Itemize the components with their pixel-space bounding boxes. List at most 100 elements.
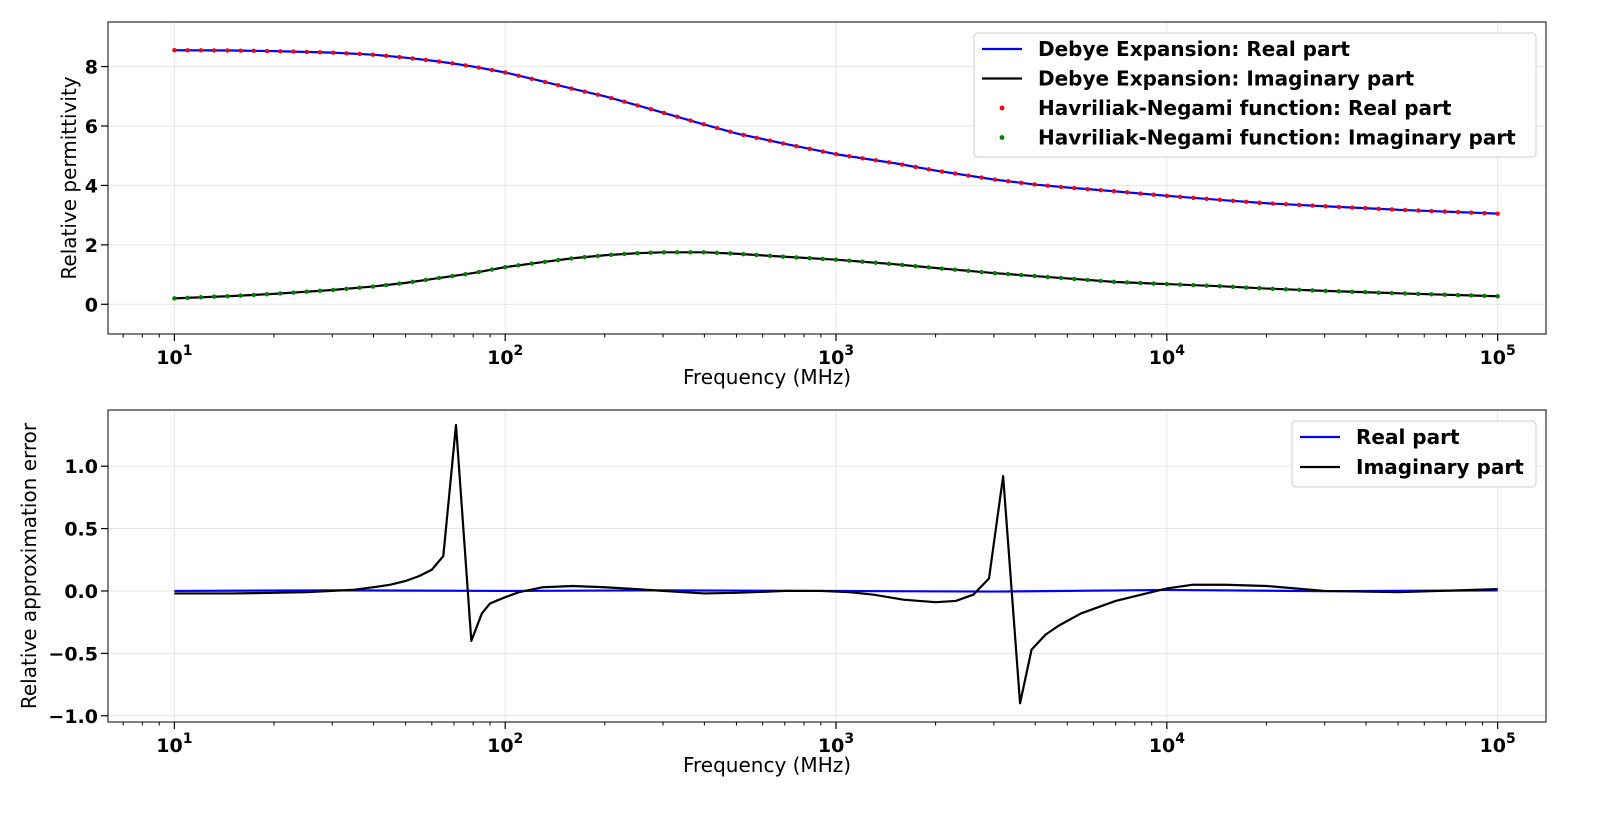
series-point-2: [251, 48, 256, 54]
series-point-2: [820, 149, 825, 154]
series-point-2: [185, 48, 190, 53]
legend-label: Havriliak-Negami function: Imaginary par…: [1038, 126, 1516, 150]
legend-label: Debye Expansion: Imaginary part: [1038, 67, 1415, 91]
series-point-2: [1072, 185, 1077, 191]
series-point-2: [1244, 199, 1249, 205]
series-point-2: [476, 65, 481, 70]
y-tick-label: 8: [85, 57, 98, 79]
y-tick-label: 2: [85, 235, 98, 257]
x-tick-label: 103: [818, 731, 854, 757]
series-point-3: [1045, 274, 1050, 280]
series-point-3: [1098, 278, 1103, 284]
series-point-2: [873, 158, 878, 163]
series-point-2: [357, 51, 362, 57]
legend-box: [973, 32, 1537, 158]
series-point-3: [701, 250, 706, 255]
series-point-2: [661, 110, 667, 116]
series-point-3: [979, 269, 984, 275]
plot-frame: [107, 409, 1547, 723]
x-axis-title: Frequency (MHz): [683, 365, 851, 389]
series-point-3: [1455, 292, 1461, 298]
series-point-2: [172, 48, 177, 53]
series-point-3: [436, 275, 442, 281]
series-point-2: [198, 48, 204, 53]
series-point-3: [251, 292, 256, 298]
series-point-2: [1429, 208, 1434, 214]
x-tick-label: 104: [1149, 731, 1185, 757]
legend-label: Real part: [1356, 425, 1460, 449]
series-point-2: [939, 169, 945, 174]
series-point-3: [1402, 291, 1408, 296]
series-point-2: [1296, 202, 1302, 208]
series-point-2: [370, 52, 376, 57]
series-point-3: [992, 270, 998, 276]
series-point-2: [1019, 180, 1024, 186]
series-point-3: [1204, 283, 1209, 288]
series-point-2: [1270, 201, 1275, 206]
series-point-3: [952, 267, 958, 272]
y-tick-label: 4: [85, 175, 98, 197]
series-point-2: [754, 135, 759, 140]
series-line-1: [174, 423, 1498, 705]
series-point-2: [397, 54, 402, 60]
series-point-3: [1138, 280, 1143, 286]
series-point-2: [317, 50, 323, 55]
series-point-2: [1349, 205, 1355, 210]
series-point-3: [899, 262, 905, 268]
series-point-3: [278, 291, 283, 296]
series-point-2: [291, 49, 296, 54]
series-point-2: [780, 141, 786, 146]
series-point-2: [582, 89, 587, 94]
series-point-3: [1323, 288, 1328, 294]
series-point-3: [1495, 294, 1500, 299]
series-point-2: [264, 48, 270, 54]
series-point-3: [608, 252, 614, 258]
series-point-3: [489, 267, 495, 272]
series-point-3: [1005, 271, 1011, 277]
series-point-3: [198, 295, 204, 300]
series-point-2: [1177, 194, 1183, 200]
series-point-3: [1363, 290, 1368, 295]
series-point-3: [1191, 282, 1196, 288]
series-point-3: [503, 264, 508, 270]
series-point-3: [1349, 289, 1355, 294]
series-point-2: [383, 53, 389, 59]
series-point-3: [542, 259, 548, 265]
series-point-3: [926, 265, 931, 270]
x-tick-label: 105: [1480, 731, 1516, 757]
legend-label: Havriliak-Negami function: Real part: [1038, 96, 1452, 120]
series-point-3: [622, 251, 627, 257]
series-point-2: [1124, 190, 1130, 195]
series-point-2: [569, 86, 574, 91]
series-point-3: [1270, 286, 1275, 291]
series-point-2: [635, 103, 640, 108]
series-point-3: [304, 289, 309, 294]
series-point-2: [794, 143, 799, 149]
series-point-3: [516, 263, 521, 268]
series-point-3: [476, 269, 481, 275]
series-point-3: [397, 281, 402, 286]
series-point-2: [952, 171, 958, 176]
series-point-2: [211, 48, 217, 53]
series-point-2: [1442, 209, 1447, 214]
y-tick-label: 0: [85, 294, 98, 316]
x-tick-label: 101: [156, 343, 192, 369]
legend-swatch-point: [999, 105, 1005, 111]
series-point-2: [899, 162, 905, 167]
series-group: [172, 48, 1500, 301]
y-axis: 0 2 4 6 8: [85, 57, 108, 316]
series-point-2: [1455, 209, 1461, 215]
series-point-2: [595, 92, 601, 97]
y-axis-title: Relative approximation error: [17, 422, 41, 709]
series-point-2: [238, 48, 243, 53]
series-point-2: [622, 99, 627, 104]
series-point-2: [1111, 189, 1117, 194]
series-point-3: [317, 288, 323, 294]
series-point-3: [555, 257, 561, 263]
series-point-3: [1111, 279, 1117, 285]
series-point-2: [330, 50, 336, 55]
series-point-2: [992, 177, 998, 182]
series-point-3: [1257, 285, 1262, 291]
series-point-3: [1389, 290, 1395, 296]
series-point-2: [450, 61, 455, 66]
